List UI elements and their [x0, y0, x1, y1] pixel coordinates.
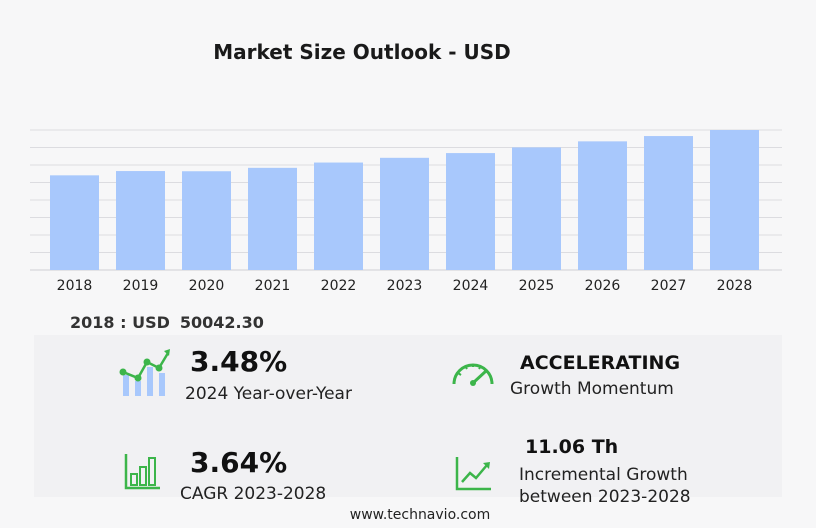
trend-up-icon — [455, 457, 491, 491]
x-tick-label: 2020 — [189, 278, 225, 294]
x-tick-label: 2024 — [453, 278, 489, 294]
x-tick-label: 2021 — [255, 278, 291, 294]
x-tick-label: 2022 — [321, 278, 357, 294]
stats-panel — [34, 335, 782, 497]
bar-2019 — [116, 171, 165, 270]
momentum-label: Growth Momentum — [510, 379, 674, 399]
incremental-label-1: Incremental Growth — [519, 465, 688, 485]
momentum-value: ACCELERATING — [520, 352, 681, 374]
bar-2027 — [644, 136, 693, 270]
yoy-value: 3.48% — [190, 345, 288, 378]
cagr-value: 3.64% — [190, 446, 288, 479]
x-tick-label: 2026 — [585, 278, 621, 294]
chart-x-labels: 2018 2019 2020 2021 2022 2023 2024 2025 2026 2027… — [57, 278, 753, 294]
bar-chart-icon — [124, 454, 160, 490]
bar-2022 — [314, 162, 363, 270]
bar-2020 — [182, 171, 231, 270]
x-tick-label: 2025 — [519, 278, 555, 294]
cagr-label: CAGR 2023-2028 — [180, 484, 327, 504]
bar-2018 — [50, 175, 99, 270]
footer-url: www.technavio.com — [349, 507, 491, 523]
base-year-amount: 50042.30 — [179, 313, 264, 332]
bar-2023 — [380, 157, 429, 270]
incremental-value: 11.06 Th — [525, 436, 619, 458]
x-tick-label: 2019 — [123, 278, 159, 294]
yoy-label: 2024 Year-over-Year — [185, 384, 352, 404]
x-tick-label: 2028 — [717, 278, 753, 294]
growth-chart-icon — [119, 349, 170, 396]
bar-2024 — [446, 153, 495, 270]
bar-2021 — [248, 167, 297, 270]
bar-2026 — [578, 141, 627, 270]
speedometer-icon — [452, 363, 494, 386]
chart-bars — [50, 130, 759, 270]
x-tick-label: 2023 — [387, 278, 423, 294]
incremental-label-2: between 2023-2028 — [519, 487, 691, 507]
bar-chart: 2018 2019 2020 2021 2022 2023 2024 2025 2026 2027… — [30, 129, 782, 294]
x-tick-label: 2018 — [57, 278, 93, 294]
base-year-label: 2018 : USD — [70, 313, 170, 332]
x-tick-label: 2027 — [651, 278, 687, 294]
bar-2025 — [512, 147, 561, 270]
chart-title: Market Size Outlook - USD — [213, 40, 511, 64]
bar-2028 — [710, 130, 759, 270]
base-year-value: 2018 : USD 50042.30 — [70, 313, 264, 332]
